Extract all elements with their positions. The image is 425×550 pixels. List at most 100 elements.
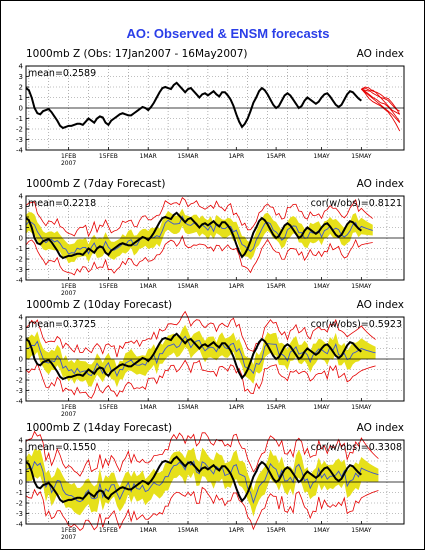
panel-2: 1000mb Z (7day Forecast) AO index 4 3 2 1 0 -1 -… [16, 178, 405, 297]
x-tick-label: 15MAR [177, 527, 198, 534]
ensemble-min-line [25, 359, 376, 399]
y-tick-label: -2 [16, 377, 23, 385]
x-tick-label: 15MAY [351, 153, 371, 160]
y-tick-label: 1 [19, 224, 23, 232]
x-tick-label: 15APR [266, 404, 286, 411]
x-tick-label: 1MAR [140, 283, 157, 290]
y-tick-label: 3 [19, 447, 23, 455]
panel-3: 1000mb Z (10day Forecast) AO index 4 3 2 1 0 -1… [16, 299, 405, 418]
x-tick-label: 15MAR [177, 404, 198, 411]
y-tick-label: -2 [16, 500, 23, 508]
x-tick-label: 1MAR [140, 404, 157, 411]
x-tick-label: 1MAY [313, 527, 330, 534]
y-tick-label: 0 [19, 356, 23, 364]
y-tick-label: 0 [19, 479, 23, 487]
x-tick-label: 1FEB [61, 527, 76, 534]
y-tick-label: 4 [19, 437, 24, 445]
y-tick-label: -1 [16, 115, 23, 123]
correlation-label: cor(w/obs)=0.3308 [311, 442, 402, 453]
x-tick-year: 2007 [61, 411, 76, 418]
ensemble-member-line [361, 88, 400, 112]
y-tick-label: 2 [19, 458, 23, 466]
y-tick-label: -3 [16, 510, 23, 518]
y-tick-label: -4 [16, 521, 24, 529]
x-tick-label: 1FEB [61, 283, 76, 290]
x-tick-label: 1APR [228, 153, 244, 160]
ensemble-mean-line [25, 335, 376, 378]
observed-line [25, 211, 362, 260]
panel-header-right: AO index [357, 299, 404, 311]
x-tick-year: 2007 [61, 290, 76, 297]
y-tick-label: -2 [16, 256, 23, 264]
observed-line [25, 455, 362, 504]
x-tick-label: 1MAR [140, 527, 157, 534]
y-tick-label: 0 [19, 235, 23, 243]
spread-band [26, 324, 376, 388]
x-tick-label: 15FEB [99, 404, 118, 411]
y-tick-label: -1 [16, 245, 23, 253]
x-tick-label: 15MAR [177, 153, 198, 160]
y-tick-label: -1 [16, 489, 23, 497]
y-tick-label: -4 [16, 147, 24, 155]
x-tick-label: 15MAR [177, 283, 198, 290]
x-tick-label: 15APR [266, 153, 286, 160]
x-tick-label: 1APR [228, 404, 244, 411]
panel-header-right: AO index [357, 178, 404, 190]
ensemble-min-line [25, 486, 379, 531]
panel-header-left: 1000mb Z (7day Forecast) [26, 178, 165, 190]
panel-header-right: AO index [357, 48, 404, 60]
mean-label: mean=0.2218 [28, 198, 96, 209]
observed-line [25, 332, 362, 381]
observed-line [25, 81, 362, 130]
x-tick-label: 1APR [228, 527, 244, 534]
panel-1: 1000mb Z (Obs: 17Jan2007 - 16May2007) AO … [16, 48, 405, 167]
mean-label: mean=0.2589 [28, 68, 96, 79]
y-tick-label: 1 [19, 345, 23, 353]
ensemble-member-line [361, 88, 401, 124]
y-tick-label: 1 [19, 94, 23, 102]
x-tick-label: 1FEB [61, 153, 76, 160]
y-tick-label: 2 [19, 214, 23, 222]
panel-header-left: 1000mb Z (Obs: 17Jan2007 - 16May2007) [26, 48, 247, 60]
panel-4: 1000mb Z (14day Forecast) AO index 4 3 2 1 0 -1… [16, 422, 405, 541]
x-tick-label: 15MAY [351, 283, 371, 290]
x-tick-label: 15FEB [99, 527, 118, 534]
x-tick-label: 1MAY [313, 283, 330, 290]
y-tick-label: -2 [16, 126, 23, 134]
x-tick-label: 1MAY [313, 153, 330, 160]
ensemble-member-line [361, 86, 401, 115]
ensemble-member-line [361, 88, 401, 122]
y-tick-label: 1 [19, 468, 23, 476]
ensemble-min-line [25, 234, 373, 276]
x-tick-label: 1APR [228, 283, 244, 290]
y-tick-label: -3 [16, 136, 23, 144]
x-tick-label: 15MAY [351, 404, 371, 411]
correlation-label: cor(w/obs)=0.8121 [311, 198, 402, 209]
y-tick-label: 3 [19, 324, 23, 332]
x-tick-year: 2007 [61, 534, 76, 541]
panel-header-left: 1000mb Z (14day Forecast) [26, 422, 172, 434]
y-tick-label: 4 [19, 63, 24, 71]
x-tick-label: 15MAY [351, 527, 371, 534]
y-tick-label: -4 [16, 277, 24, 285]
y-tick-label: -4 [16, 398, 24, 406]
y-tick-label: 2 [19, 335, 23, 343]
y-tick-label: 4 [19, 193, 24, 201]
y-tick-label: -3 [16, 266, 23, 274]
y-tick-label: 2 [19, 84, 23, 92]
ensemble-max-line [25, 310, 376, 358]
x-tick-label: 1MAR [140, 153, 157, 160]
ensemble-member-line [361, 88, 401, 132]
y-tick-label: 4 [19, 314, 24, 322]
x-tick-year: 2007 [61, 160, 76, 167]
y-tick-label: -1 [16, 366, 23, 374]
x-tick-label: 15FEB [99, 153, 118, 160]
mean-label: mean=0.1550 [28, 442, 96, 453]
mean-label: mean=0.3725 [28, 319, 96, 330]
figure-title: AO: Observed & ENSM forecasts [126, 26, 329, 41]
x-tick-label: 15APR [266, 527, 286, 534]
panel-header-left: 1000mb Z (10day Forecast) [26, 299, 172, 311]
y-tick-label: -3 [16, 387, 23, 395]
y-tick-label: 3 [19, 203, 23, 211]
